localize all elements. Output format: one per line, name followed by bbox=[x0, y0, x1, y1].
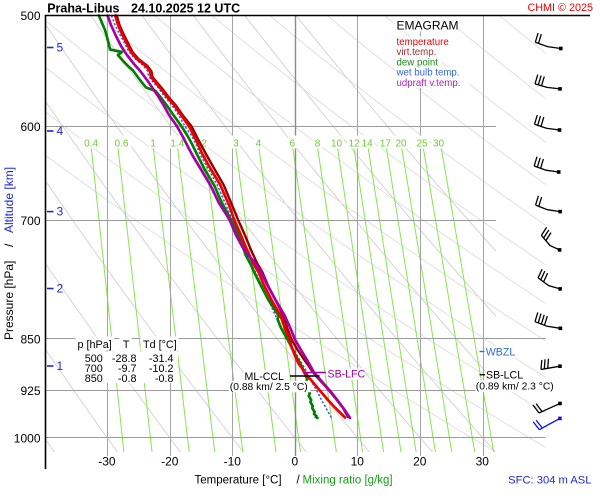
svg-text:17: 17 bbox=[380, 139, 392, 150]
svg-text:EMAGRAM: EMAGRAM bbox=[397, 19, 459, 33]
svg-text:-10: -10 bbox=[224, 455, 242, 469]
svg-text:ML-CCL: ML-CCL bbox=[245, 371, 285, 383]
svg-text:6: 6 bbox=[290, 139, 296, 150]
svg-text:p [hPa]: p [hPa] bbox=[78, 339, 112, 351]
svg-text:500: 500 bbox=[20, 9, 40, 23]
svg-text:1: 1 bbox=[150, 139, 156, 150]
svg-text:udpraft v.temp.: udpraft v.temp. bbox=[397, 78, 461, 89]
svg-text:0: 0 bbox=[291, 455, 298, 469]
svg-text:1: 1 bbox=[57, 359, 64, 373]
svg-text:-20: -20 bbox=[161, 455, 179, 469]
svg-text:2: 2 bbox=[201, 139, 207, 150]
svg-text:30: 30 bbox=[476, 455, 490, 469]
svg-text:Td [°C]: Td [°C] bbox=[143, 339, 177, 351]
svg-text:700: 700 bbox=[85, 363, 103, 375]
svg-text:3: 3 bbox=[233, 139, 239, 150]
svg-text:SFC: 304 m ASL: SFC: 304 m ASL bbox=[508, 475, 591, 487]
svg-text:0.6: 0.6 bbox=[115, 139, 129, 150]
svg-text:925: 925 bbox=[20, 384, 40, 398]
svg-text:-9.7: -9.7 bbox=[118, 363, 137, 375]
svg-text:dew point: dew point bbox=[397, 57, 439, 68]
svg-text:850: 850 bbox=[85, 373, 103, 385]
svg-text:12: 12 bbox=[348, 139, 360, 150]
svg-text:-10.2: -10.2 bbox=[149, 363, 174, 375]
svg-text:8: 8 bbox=[315, 139, 321, 150]
svg-text:0.4: 0.4 bbox=[84, 139, 98, 150]
svg-text:4: 4 bbox=[57, 124, 64, 138]
svg-text:1000: 1000 bbox=[14, 432, 41, 446]
svg-text:virt.temp.: virt.temp. bbox=[397, 47, 437, 58]
svg-text:T: T bbox=[123, 339, 130, 351]
svg-text:WBZL: WBZL bbox=[486, 346, 516, 358]
svg-text:-0.8: -0.8 bbox=[118, 373, 137, 385]
svg-text:Altitude [km]: Altitude [km] bbox=[2, 167, 16, 233]
svg-text:3: 3 bbox=[57, 205, 64, 219]
svg-text:(0.89 km/ 2.3 °C): (0.89 km/ 2.3 °C) bbox=[476, 381, 554, 392]
svg-text:500: 500 bbox=[85, 353, 103, 365]
svg-text:-31.4: -31.4 bbox=[149, 353, 174, 365]
svg-text:Mixing ratio [g/kg]: Mixing ratio [g/kg] bbox=[303, 475, 393, 487]
svg-text:Praha-Libus: Praha-Libus bbox=[47, 2, 119, 16]
svg-text:600: 600 bbox=[20, 120, 40, 134]
svg-text:SB-LCL: SB-LCL bbox=[486, 370, 523, 382]
svg-text:24.10.2025 12 UTC: 24.10.2025 12 UTC bbox=[131, 2, 240, 16]
svg-text:/: / bbox=[297, 475, 301, 487]
svg-text:20: 20 bbox=[413, 455, 427, 469]
svg-text:-0.8: -0.8 bbox=[155, 373, 174, 385]
svg-text:850: 850 bbox=[20, 332, 40, 346]
svg-text:wet bulb temp.: wet bulb temp. bbox=[396, 68, 460, 79]
svg-text:4: 4 bbox=[256, 139, 262, 150]
svg-text:SB-LFC: SB-LFC bbox=[328, 368, 366, 380]
svg-text:CHMI © 2025: CHMI © 2025 bbox=[527, 2, 593, 14]
svg-text:10: 10 bbox=[351, 455, 365, 469]
svg-text:30: 30 bbox=[433, 139, 445, 150]
svg-text:1.4: 1.4 bbox=[170, 139, 184, 150]
svg-text:/: / bbox=[2, 243, 16, 247]
svg-text:temperature: temperature bbox=[397, 37, 449, 48]
svg-text:-30: -30 bbox=[98, 455, 116, 469]
svg-text:5: 5 bbox=[57, 41, 64, 55]
svg-text:Pressure [hPa]: Pressure [hPa] bbox=[2, 261, 16, 340]
svg-text:Temperature [°C]: Temperature [°C] bbox=[195, 475, 282, 487]
svg-text:10: 10 bbox=[331, 139, 343, 150]
svg-text:700: 700 bbox=[20, 214, 40, 228]
svg-text:(0.88 km/ 2.5 °C): (0.88 km/ 2.5 °C) bbox=[230, 382, 308, 393]
svg-text:2: 2 bbox=[57, 282, 64, 296]
svg-text:20: 20 bbox=[395, 139, 407, 150]
svg-text:25: 25 bbox=[416, 139, 428, 150]
svg-text:-28.8: -28.8 bbox=[112, 353, 137, 365]
svg-text:14: 14 bbox=[362, 139, 374, 150]
